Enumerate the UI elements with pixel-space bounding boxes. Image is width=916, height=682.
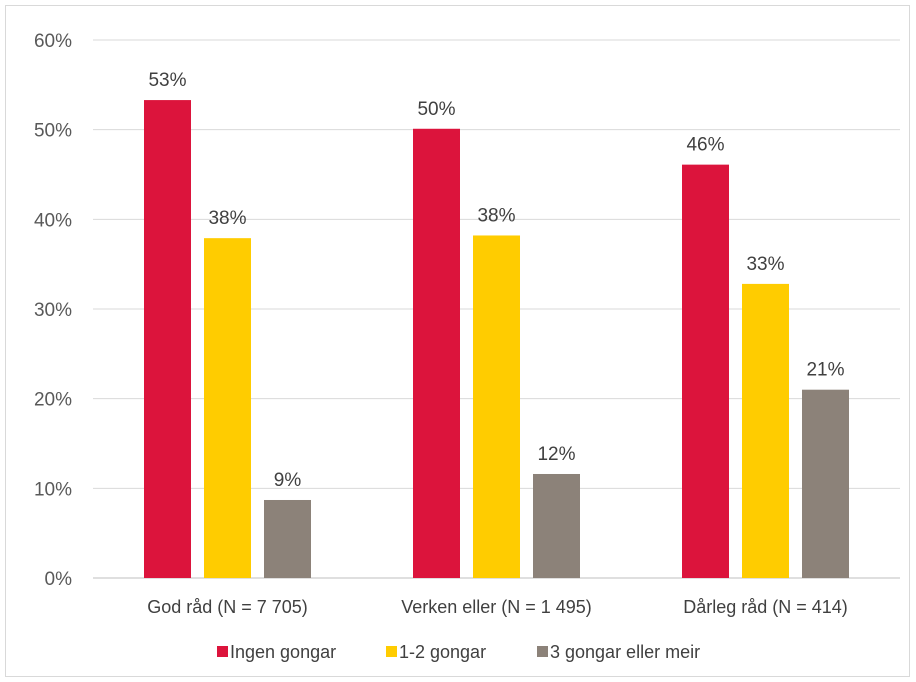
bar bbox=[682, 164, 729, 579]
bar bbox=[413, 128, 460, 578]
data-label: 9% bbox=[274, 470, 302, 491]
legend: Ingen gongar 1-2 gongar 3 gongar eller mei… bbox=[217, 642, 700, 662]
legend-swatch bbox=[537, 646, 548, 657]
y-tick-label: 50% bbox=[34, 121, 72, 142]
bars bbox=[144, 100, 849, 579]
x-tick-label: Verken eller (N = 1 495) bbox=[401, 597, 592, 617]
bar bbox=[473, 235, 520, 578]
y-tick-label: 20% bbox=[34, 390, 72, 411]
data-label: 50% bbox=[417, 99, 455, 120]
x-axis: God råd (N = 7 705) Verken eller (N = 1 4… bbox=[147, 597, 848, 617]
bar bbox=[204, 238, 251, 578]
y-tick-label: 60% bbox=[34, 31, 72, 52]
data-label: 38% bbox=[208, 208, 246, 229]
y-tick-label: 30% bbox=[34, 300, 72, 321]
bar bbox=[144, 100, 191, 579]
data-label: 53% bbox=[148, 70, 186, 91]
data-label: 46% bbox=[686, 135, 724, 156]
legend-swatch bbox=[217, 646, 228, 657]
data-label: 21% bbox=[806, 360, 844, 381]
bar bbox=[742, 283, 789, 578]
data-label: 12% bbox=[537, 444, 575, 465]
x-tick-label: God råd (N = 7 705) bbox=[147, 597, 308, 617]
legend-label: 1-2 gongar bbox=[399, 642, 486, 662]
data-label: 33% bbox=[746, 254, 784, 275]
legend-label: 3 gongar eller meir bbox=[550, 642, 700, 662]
y-tick-label: 40% bbox=[34, 210, 72, 231]
legend-label: Ingen gongar bbox=[230, 642, 336, 662]
data-labels: 53% 38% 9% 50% 38% 12% 46% 33% 21% bbox=[148, 70, 844, 491]
legend-swatch bbox=[386, 646, 397, 657]
y-tick-label: 10% bbox=[34, 479, 72, 500]
y-tick-label: 0% bbox=[45, 569, 73, 590]
data-label: 38% bbox=[477, 205, 515, 226]
bar bbox=[533, 473, 580, 578]
bar bbox=[264, 499, 311, 578]
x-tick-label: Dårleg råd (N = 414) bbox=[683, 597, 848, 617]
y-axis: 0% 10% 20% 30% 40% 50% 60% bbox=[34, 31, 72, 590]
bar bbox=[802, 389, 849, 578]
